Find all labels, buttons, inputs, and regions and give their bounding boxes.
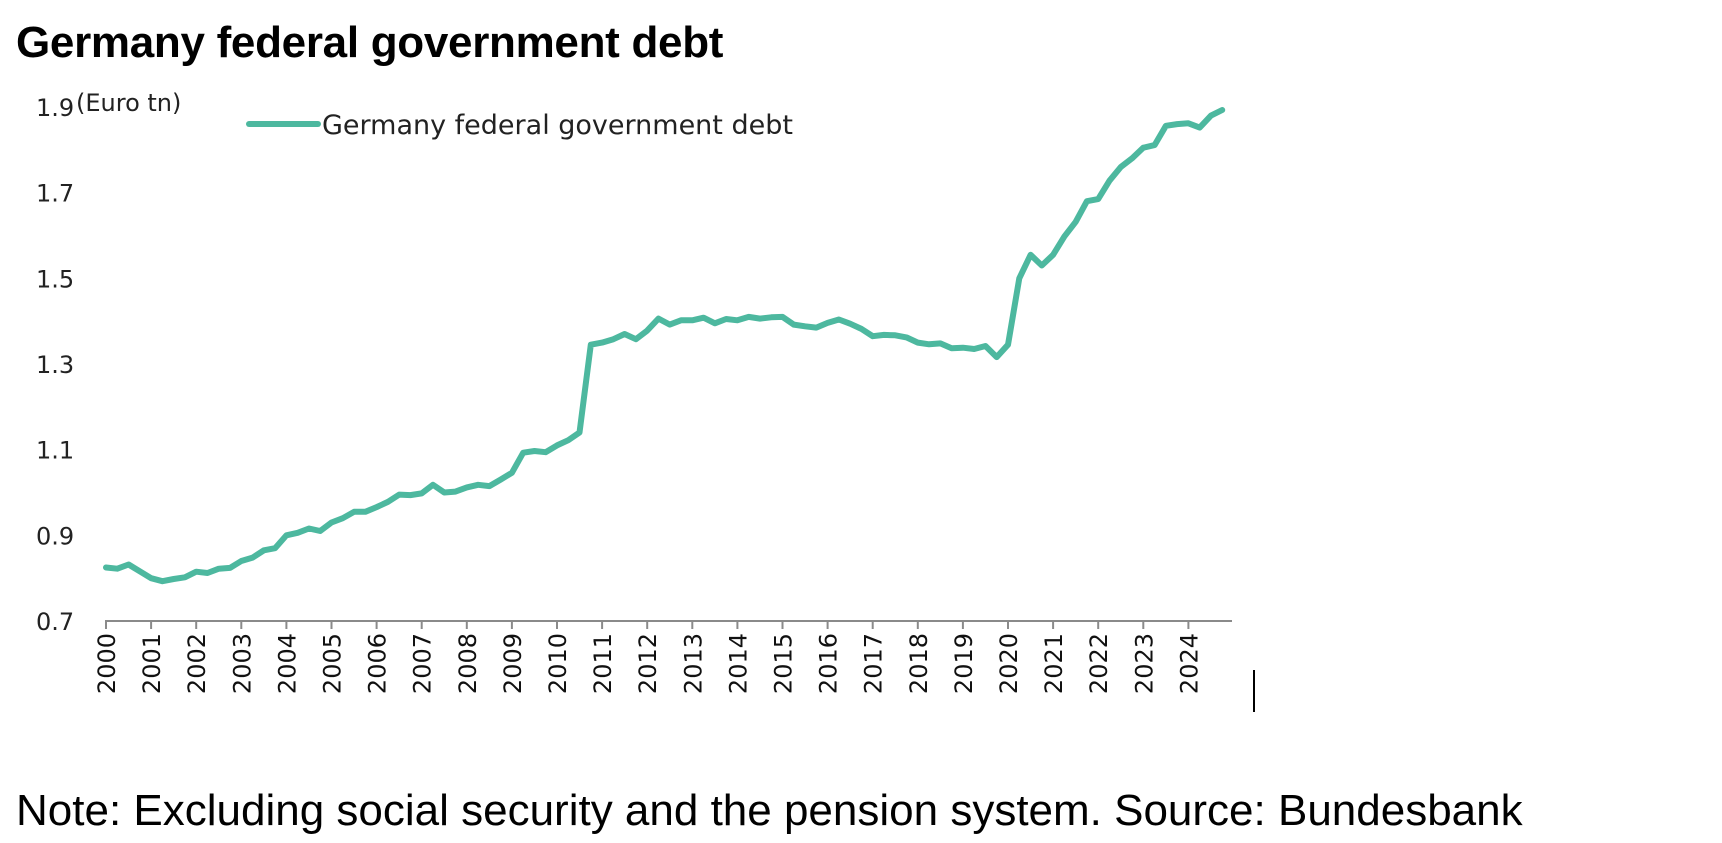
y-tick-label: 1.7	[36, 180, 74, 208]
y-axis: 0.7 0.9 1.1 1.3 1.5 1.7 1.9	[36, 94, 74, 636]
x-tick-label: 2006	[364, 633, 392, 694]
x-tick-label: 2019	[950, 633, 978, 694]
x-tick-label: 2000	[93, 633, 121, 694]
x-tick-label: 2010	[544, 633, 572, 694]
x-tick-label: 2004	[273, 633, 301, 694]
x-tick-label: 2023	[1130, 633, 1158, 694]
x-tick-label: 2008	[454, 633, 482, 694]
y-tick-label: 1.3	[36, 351, 74, 379]
y-tick-label: 1.5	[36, 265, 74, 293]
x-tick-label: 2016	[815, 633, 843, 694]
y-axis-unit-label: (Euro tn)	[76, 89, 181, 117]
x-tick-label: 2002	[183, 633, 211, 694]
chart-title: Germany federal government debt	[16, 18, 724, 67]
x-tick-label: 2015	[770, 633, 798, 694]
y-tick-label: 0.9	[36, 522, 74, 550]
x-tick-label: 2003	[228, 633, 256, 694]
x-tick-label: 2012	[634, 633, 662, 694]
x-tick-label: 2018	[905, 633, 933, 694]
x-tick-label: 2011	[589, 633, 617, 694]
chart-note: Note: Excluding social security and the …	[16, 786, 1523, 835]
x-tick-label: 2013	[679, 633, 707, 694]
x-tick-label: 2022	[1085, 633, 1113, 694]
x-axis: 2000 2001 2002 2003 2004 2005 2006 2007 2008 2009…	[93, 620, 1232, 694]
legend-label: Germany federal government debt	[322, 110, 793, 141]
x-tick-label: 2021	[1040, 633, 1068, 694]
x-tick-label: 2007	[409, 633, 437, 694]
y-tick-label: 1.1	[36, 437, 74, 465]
series-line	[103, 107, 1226, 585]
x-tick-label: 2014	[724, 633, 752, 694]
x-tick-label: 2009	[499, 633, 527, 694]
y-tick-label: 1.9	[36, 94, 74, 122]
x-tick-label: 2020	[995, 633, 1023, 694]
x-tick-label: 2005	[319, 633, 347, 694]
y-tick-label: 0.7	[36, 608, 74, 636]
x-tick-label: 2001	[138, 633, 166, 694]
series-layer	[103, 107, 1226, 585]
x-tick-label: 2024	[1175, 633, 1203, 694]
x-tick-label: 2017	[860, 633, 888, 694]
legend: Germany federal government debt	[246, 110, 793, 141]
